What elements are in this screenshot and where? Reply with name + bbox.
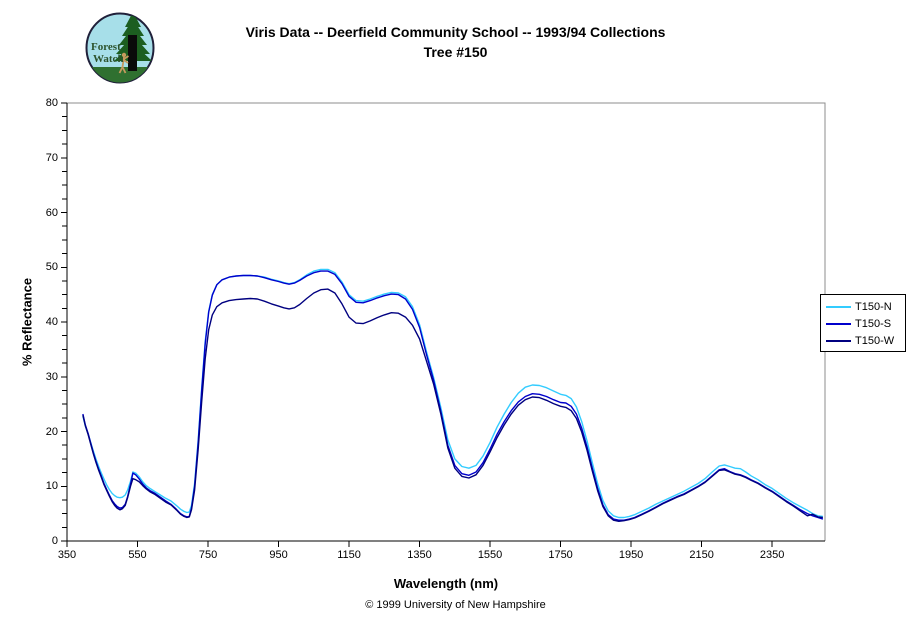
x-tick-label: 1950 [618, 549, 644, 561]
x-tick-label: 1350 [407, 549, 432, 561]
legend-box: T150-N T150-S T150-W [820, 294, 906, 352]
y-tick-label: 10 [45, 480, 58, 493]
legend-item-t150-n: T150-N [821, 298, 905, 315]
legend-item-t150-w: T150-W [821, 332, 905, 349]
x-tick-label: 750 [198, 549, 218, 561]
axis-lines [66, 103, 825, 542]
logo-ground [86, 67, 154, 83]
y-tick-label: 40 [45, 316, 58, 328]
y-tick-label: 50 [45, 261, 58, 274]
chart-title-line2: Tree #150 [423, 44, 488, 60]
y-tick-label: 60 [45, 206, 58, 219]
logo-climber [121, 52, 127, 58]
legend-item-t150-s: T150-S [821, 315, 905, 332]
y-tick-label: 70 [45, 151, 58, 164]
series-line-T150-S [82, 270, 824, 521]
y-tick-label: 80 [45, 97, 58, 109]
legend-label: T150-W [855, 334, 895, 347]
series-line-T150-N [82, 268, 823, 519]
legend-line-sample-n [826, 305, 851, 308]
logo-text-forest: Forest [91, 41, 121, 53]
legend-label: T150-S [855, 317, 892, 330]
y-tick-label: 30 [45, 370, 58, 383]
plot-border [67, 102, 826, 541]
copyright-text: © 1999 University of New Hampshire [365, 599, 546, 611]
x-axis-title: Wavelength (nm) [393, 576, 499, 591]
legend-line-sample-w [826, 339, 851, 342]
forest-watch-logo: Forest Watch [85, 12, 155, 84]
x-tick-label: 350 [57, 549, 77, 561]
legend-label: T150-N [855, 300, 892, 313]
legend-line-sample-s [826, 322, 851, 325]
y-tick-label: 20 [45, 425, 58, 438]
x-tick-label: 950 [269, 549, 288, 561]
series-line-T150-W [82, 288, 823, 522]
y-tick-label: 0 [51, 535, 58, 547]
x-tick-label: 2350 [759, 549, 785, 561]
logo-text-watch: Watch [93, 53, 124, 65]
x-tick-label: 1150 [337, 549, 361, 561]
x-tick-label: 550 [128, 549, 147, 561]
chart-title-line1: Viris Data -- Deerfield Community School… [245, 24, 666, 40]
x-tick-label: 1550 [477, 549, 503, 561]
x-tick-label: 2150 [689, 549, 714, 561]
logo-tree-trunk [128, 35, 137, 71]
x-tick-label: 1750 [548, 549, 573, 561]
logo-climber-limbs [118, 55, 129, 74]
